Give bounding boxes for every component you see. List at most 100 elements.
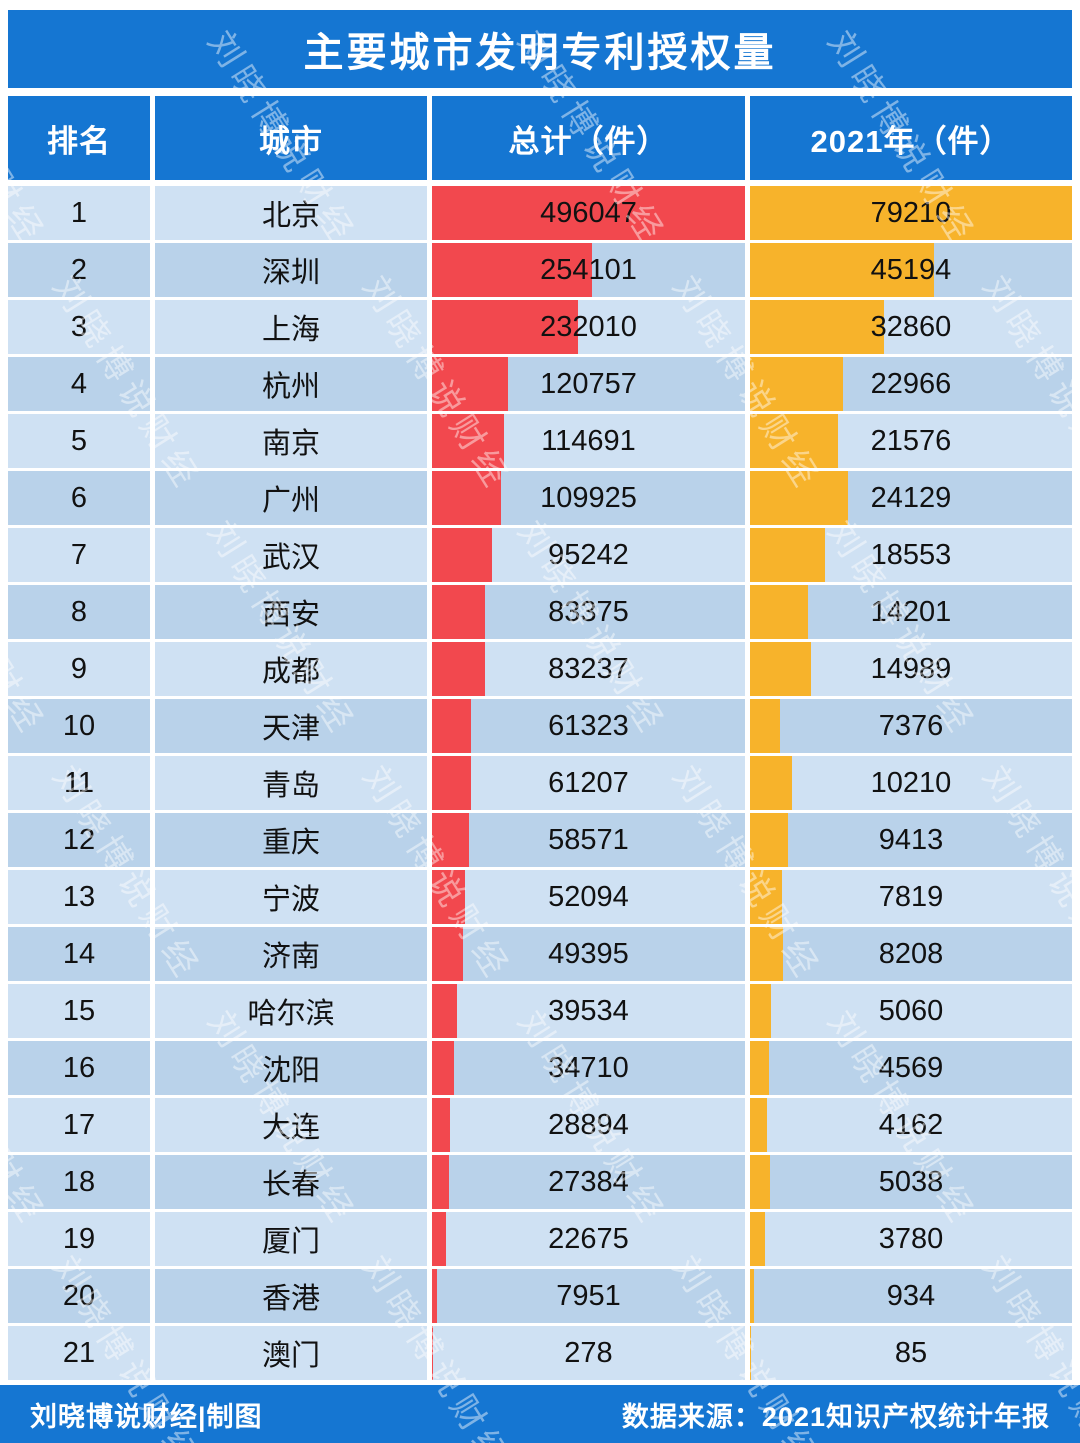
y2021-cell: 4569 (750, 1041, 1072, 1095)
city-cell: 天津 (155, 699, 427, 753)
rank-cell: 3 (8, 300, 150, 354)
city-cell: 杭州 (155, 357, 427, 411)
total-cell: 7951 (432, 1269, 745, 1323)
total-cell: 34710 (432, 1041, 745, 1095)
total-value: 278 (564, 1336, 613, 1369)
y2021-cell: 8208 (750, 927, 1072, 981)
total-bar (432, 642, 485, 696)
rank-value: 21 (62, 1336, 96, 1369)
rank-cell: 4 (8, 357, 150, 411)
total-bar (432, 585, 485, 639)
total-bar (432, 1212, 447, 1266)
rank-value: 5 (70, 424, 88, 457)
total-bar (432, 186, 745, 240)
total-value: 22675 (548, 1222, 629, 1255)
rank-cell: 7 (8, 528, 150, 582)
total-value: 49395 (548, 937, 629, 970)
y2021-cell: 79210 (750, 186, 1072, 240)
rank-value: 20 (62, 1279, 96, 1312)
table-body: 1 北京 496047 79210 2 深圳 254101 45194 (8, 186, 1072, 1380)
y2021-cell: 21576 (750, 414, 1072, 468)
table-row: 16 沈阳 34710 4569 (8, 1041, 1072, 1095)
total-value: 120757 (540, 367, 637, 400)
total-cell: 39534 (432, 984, 745, 1038)
total-value: 28894 (548, 1108, 629, 1141)
table-row: 15 哈尔滨 39534 5060 (8, 984, 1072, 1038)
city-cell: 青岛 (155, 756, 427, 810)
y2021-value: 3780 (878, 1222, 944, 1255)
y2021-cell: 7376 (750, 699, 1072, 753)
y2021-value: 8208 (878, 937, 944, 970)
city-name: 重庆 (261, 827, 320, 859)
rank-cell: 14 (8, 927, 150, 981)
total-value: 109925 (540, 481, 637, 514)
y2021-bar (750, 1098, 767, 1152)
y2021-value: 934 (886, 1279, 936, 1312)
y2021-value: 14989 (870, 652, 952, 685)
rank-cell: 9 (8, 642, 150, 696)
total-bar (432, 870, 465, 924)
total-bar (432, 1098, 451, 1152)
total-bar (432, 528, 493, 582)
total-value: 61323 (548, 709, 629, 742)
total-bar (432, 813, 469, 867)
rank-value: 3 (70, 310, 88, 343)
y2021-bar (750, 756, 792, 810)
table-row: 20 香港 7951 934 (8, 1269, 1072, 1323)
y2021-bar (750, 699, 780, 753)
city-name: 长春 (261, 1169, 320, 1201)
y2021-value: 4162 (878, 1108, 944, 1141)
rank-value: 18 (62, 1165, 96, 1198)
total-bar (432, 300, 579, 354)
rank-value: 7 (70, 538, 88, 571)
y2021-bar (750, 813, 789, 867)
table-row: 8 西安 83375 14201 (8, 585, 1072, 639)
total-bar (432, 699, 471, 753)
header-cell-city: 城市 (155, 96, 427, 180)
table-header-row: 排名 城市 总计（件） 2021年（件） (8, 96, 1072, 180)
footer-bar: 刘晓博说财经|制图 数据来源：2021知识产权统计年报 (0, 1385, 1080, 1443)
total-cell: 232010 (432, 300, 745, 354)
total-value: 83375 (548, 595, 629, 628)
rank-value: 11 (63, 766, 95, 799)
city-name: 西安 (261, 599, 320, 631)
total-value: 83237 (548, 652, 629, 685)
total-cell: 61323 (432, 699, 745, 753)
rank-cell: 19 (8, 1212, 150, 1266)
total-value: 61207 (548, 766, 629, 799)
city-name: 青岛 (261, 770, 320, 802)
rank-value: 9 (70, 652, 88, 685)
total-value: 34710 (548, 1051, 629, 1084)
table-row: 13 宁波 52094 7819 (8, 870, 1072, 924)
city-cell: 武汉 (155, 528, 427, 582)
city-cell: 澳门 (155, 1326, 427, 1380)
total-value: 95242 (548, 538, 629, 571)
y2021-bar (750, 1212, 766, 1266)
total-cell: 22675 (432, 1212, 745, 1266)
total-cell: 58571 (432, 813, 745, 867)
city-name: 澳门 (261, 1340, 320, 1372)
city-name: 广州 (261, 485, 320, 517)
y2021-cell: 18553 (750, 528, 1072, 582)
rank-value: 13 (62, 880, 96, 913)
total-cell: 496047 (432, 186, 745, 240)
table-row: 14 济南 49395 8208 (8, 927, 1072, 981)
table-row: 6 广州 109925 24129 (8, 471, 1072, 525)
city-cell: 成都 (155, 642, 427, 696)
rank-cell: 17 (8, 1098, 150, 1152)
table-row: 1 北京 496047 79210 (8, 186, 1072, 240)
y2021-value: 5038 (878, 1165, 944, 1198)
rank-cell: 15 (8, 984, 150, 1038)
rank-value: 19 (62, 1222, 96, 1255)
total-value: 39534 (548, 994, 629, 1027)
y2021-value: 32860 (870, 310, 952, 343)
y2021-bar (750, 186, 1072, 240)
total-value: 27384 (548, 1165, 629, 1198)
table-row: 4 杭州 120757 22966 (8, 357, 1072, 411)
rank-value: 4 (70, 367, 88, 400)
y2021-value: 7376 (878, 709, 944, 742)
rank-cell: 6 (8, 471, 150, 525)
total-cell: 27384 (432, 1155, 745, 1209)
table-row: 2 深圳 254101 45194 (8, 243, 1072, 297)
city-cell: 西安 (155, 585, 427, 639)
